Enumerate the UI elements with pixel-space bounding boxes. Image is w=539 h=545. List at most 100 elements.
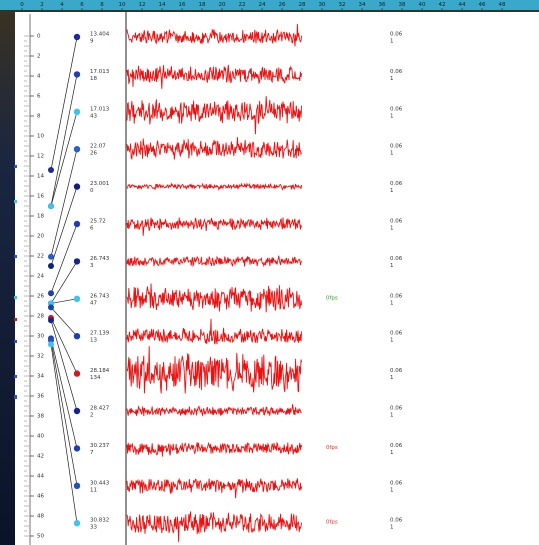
channel-count: 134 bbox=[90, 375, 101, 381]
depth-tick-label: 14 bbox=[37, 174, 44, 180]
channel-depth: 26.743 bbox=[90, 256, 110, 262]
depth-tick-label: 32 bbox=[37, 354, 44, 360]
marker bbox=[14, 318, 17, 321]
channel-depth: 28.184 bbox=[90, 368, 110, 374]
channel-count: 47 bbox=[90, 300, 97, 306]
depth-tick-label: 50 bbox=[37, 534, 44, 540]
marker bbox=[14, 340, 17, 343]
channel-dot bbox=[74, 408, 80, 414]
channel-depth: 26.743 bbox=[90, 293, 110, 299]
rate-label: 0.06 bbox=[390, 69, 403, 75]
fps-label: 0fps bbox=[326, 445, 338, 451]
channel-depth: 23.001 bbox=[90, 181, 109, 187]
n-label: 1 bbox=[390, 300, 394, 306]
marker bbox=[14, 255, 17, 258]
top-tick-label: 46 bbox=[479, 2, 486, 8]
n-label: 1 bbox=[390, 338, 394, 344]
depth-tick-label: 40 bbox=[37, 434, 44, 440]
channel-depth: 28.427 bbox=[90, 406, 110, 412]
top-tick-label: 12 bbox=[139, 2, 146, 8]
channel-count: 3 bbox=[90, 263, 94, 269]
depth-tick-label: 28 bbox=[37, 314, 44, 320]
top-tick-label: 6 bbox=[80, 2, 84, 8]
top-tick-label: 36 bbox=[379, 2, 386, 8]
fps-label: 0fps bbox=[326, 295, 338, 301]
channel-dot bbox=[74, 483, 80, 489]
channel-count: 0 bbox=[90, 188, 94, 194]
top-tick-label: 32 bbox=[339, 2, 346, 8]
top-tick-label: 48 bbox=[499, 2, 506, 8]
depth-tick-label: 38 bbox=[37, 414, 44, 420]
marker bbox=[14, 375, 17, 378]
top-tick-label: 28 bbox=[299, 2, 306, 8]
rate-label: 0.06 bbox=[390, 518, 403, 524]
channel-count: 33 bbox=[90, 525, 97, 531]
channel-dot bbox=[74, 221, 80, 227]
top-tick-label: 30 bbox=[319, 2, 326, 8]
n-label: 1 bbox=[390, 113, 394, 119]
fps-label: 0fps bbox=[326, 520, 338, 526]
depth-tick-label: 6 bbox=[37, 94, 41, 100]
channel-count: 2 bbox=[90, 413, 94, 419]
top-tick-label: 10 bbox=[119, 2, 126, 8]
rate-label: 0.06 bbox=[390, 368, 403, 374]
viewer: 0246810121416182022242628303234363840424… bbox=[0, 0, 539, 545]
depth-dot bbox=[48, 290, 54, 296]
depth-tick-label: 4 bbox=[37, 74, 41, 80]
top-tick-label: 2 bbox=[40, 2, 44, 8]
channel-dot bbox=[74, 109, 80, 115]
panel bbox=[15, 12, 539, 545]
channel-dot bbox=[74, 370, 80, 376]
top-tick-label: 34 bbox=[359, 2, 366, 8]
top-tick-label: 0 bbox=[20, 2, 24, 8]
top-tick-label: 14 bbox=[159, 2, 166, 8]
depth-tick-label: 48 bbox=[37, 514, 44, 520]
channel-count: 11 bbox=[90, 487, 97, 493]
channel-count: 13 bbox=[90, 338, 97, 344]
channel-depth: 17.013 bbox=[90, 69, 110, 75]
channel-count: 43 bbox=[90, 113, 97, 119]
channel-count: 18 bbox=[90, 76, 97, 82]
marker bbox=[14, 165, 17, 168]
channel-dot bbox=[74, 258, 80, 264]
rate-label: 0.06 bbox=[390, 480, 403, 486]
rate-label: 0.06 bbox=[390, 32, 403, 38]
depth-tick-label: 26 bbox=[37, 294, 44, 300]
channel-count: 9 bbox=[90, 39, 94, 45]
channel-depth: 25.72 bbox=[90, 219, 106, 225]
depth-tick-label: 2 bbox=[37, 54, 41, 60]
top-tick-label: 18 bbox=[199, 2, 206, 8]
depth-tick-label: 36 bbox=[37, 394, 44, 400]
channel-dot bbox=[74, 146, 80, 152]
top-tick-label: 42 bbox=[439, 2, 446, 8]
channel-dot bbox=[74, 333, 80, 339]
depth-tick-label: 8 bbox=[37, 114, 41, 120]
channel-count: 6 bbox=[90, 226, 94, 232]
top-tick-label: 26 bbox=[279, 2, 286, 8]
top-tick-label: 16 bbox=[179, 2, 186, 8]
depth-tick-label: 20 bbox=[37, 234, 44, 240]
depth-tick-label: 0 bbox=[37, 34, 41, 40]
n-label: 1 bbox=[390, 375, 394, 381]
channel-depth: 30.443 bbox=[90, 480, 110, 486]
top-tick-label: 4 bbox=[60, 2, 64, 8]
rate-label: 0.06 bbox=[390, 406, 403, 412]
channel-dot bbox=[74, 520, 80, 526]
channel-dot bbox=[74, 296, 80, 302]
top-tick-label: 22 bbox=[239, 2, 246, 8]
n-label: 1 bbox=[390, 487, 394, 493]
top-tick-label: 38 bbox=[399, 2, 406, 8]
channel-dot bbox=[74, 71, 80, 77]
depth-tick-label: 42 bbox=[37, 454, 44, 460]
n-label: 1 bbox=[390, 263, 394, 269]
top-tick-label: 44 bbox=[459, 2, 466, 8]
n-label: 1 bbox=[390, 39, 394, 45]
depth-tick-label: 34 bbox=[37, 374, 44, 380]
channel-depth: 30.237 bbox=[90, 443, 110, 449]
depth-tick-label: 10 bbox=[37, 134, 44, 140]
channel-depth: 22.07 bbox=[90, 144, 106, 150]
channel-depth: 30.832 bbox=[90, 518, 109, 524]
depth-tick-label: 22 bbox=[37, 254, 44, 260]
marker bbox=[14, 200, 17, 203]
channel-count: 26 bbox=[90, 151, 97, 157]
